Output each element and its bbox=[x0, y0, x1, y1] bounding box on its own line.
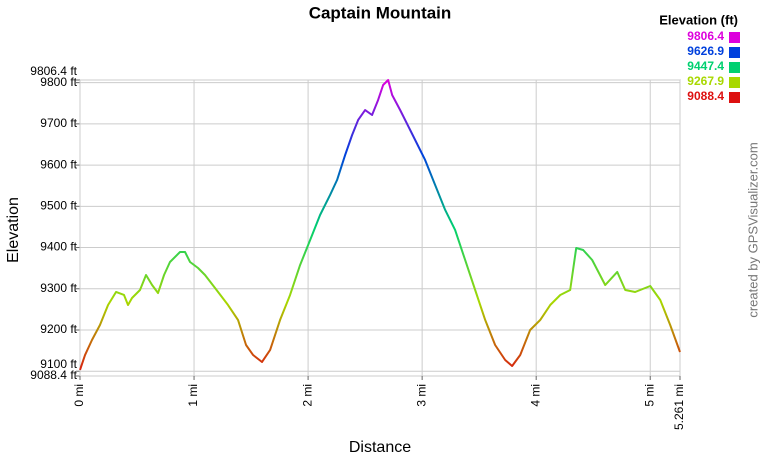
elevation-line bbox=[79, 79, 681, 371]
legend-swatch bbox=[729, 77, 740, 88]
plot-area bbox=[79, 79, 681, 377]
credit: created by GPSVisualizer.com bbox=[745, 142, 760, 317]
chart-title: Captain Mountain bbox=[309, 3, 452, 22]
y-tick-label: 9600 ft bbox=[40, 157, 77, 171]
x-tick-label: 3 mi bbox=[414, 384, 428, 407]
y-tick-label: 9100 ft bbox=[40, 357, 77, 371]
y-tick-label: 9088.4 ft bbox=[30, 368, 77, 382]
legend-label: 9806.4 bbox=[687, 29, 724, 43]
legend-label: 9088.4 bbox=[687, 89, 724, 103]
y-tick-label: 9500 ft bbox=[40, 198, 77, 212]
legend-swatch bbox=[729, 92, 740, 103]
x-tick-label: 5 mi bbox=[642, 384, 656, 407]
y-tick-label: 9800 ft bbox=[40, 75, 77, 89]
y-tick-label: 9200 ft bbox=[40, 322, 77, 336]
y-tick-label: 9300 ft bbox=[40, 281, 77, 295]
y-tick-label: 9700 ft bbox=[40, 116, 77, 130]
legend-swatch bbox=[729, 47, 740, 58]
legend-title: Elevation (ft) bbox=[659, 12, 738, 27]
x-tick-label: 5.261 mi bbox=[672, 384, 686, 430]
legend-label: 9626.9 bbox=[687, 44, 724, 58]
legend-swatch bbox=[729, 62, 740, 73]
x-tick-label: 1 mi bbox=[186, 384, 200, 407]
x-tick-label: 0 mi bbox=[72, 384, 86, 407]
legend-label: 9447.4 bbox=[687, 59, 724, 73]
x-axis-label: Distance bbox=[349, 439, 411, 456]
x-tick-label: 4 mi bbox=[528, 384, 542, 407]
x-tick-label: 2 mi bbox=[300, 384, 314, 407]
legend-swatch bbox=[729, 32, 740, 43]
y-tick-label: 9400 ft bbox=[40, 240, 77, 254]
y-tick-label: 9806.4 ft bbox=[30, 64, 77, 78]
legend-label: 9267.9 bbox=[687, 74, 724, 88]
y-axis-label: Elevation bbox=[5, 197, 22, 263]
